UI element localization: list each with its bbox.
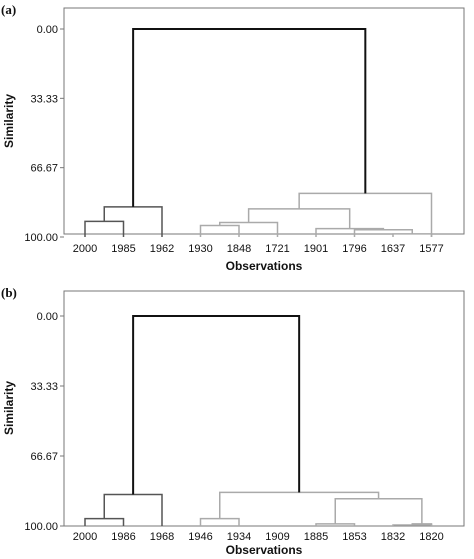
dendrogram-link	[392, 233, 433, 237]
leaf-label: 1637	[381, 243, 405, 255]
panel-b-frame	[63, 290, 465, 527]
y-tick-label: 33.33	[30, 381, 58, 393]
leaf-label: 1985	[111, 243, 135, 255]
y-tick-label: 0.00	[37, 24, 58, 36]
leaf-label: 1901	[304, 243, 328, 255]
panel-a: (a) Similarity Observations 0.00 33.33 66.…	[1, 2, 465, 273]
dendrogram-link	[132, 315, 301, 495]
leaf-label: 1853	[342, 531, 366, 543]
dendrogram-link	[199, 517, 240, 526]
dendrogram-link	[219, 221, 279, 237]
leaf-label: 1796	[342, 243, 366, 255]
dendrogram-link	[334, 497, 423, 524]
leaf-label: 1930	[188, 243, 212, 255]
dendrogram-link	[219, 491, 380, 519]
y-tick-label: 33.33	[30, 93, 58, 105]
leaf-label: 1721	[265, 243, 289, 255]
leaf-label: 1968	[150, 531, 174, 543]
leaf-label: 1909	[265, 531, 289, 543]
y-tick-label: 100.00	[24, 232, 58, 244]
leaf-label: 1885	[304, 531, 328, 543]
panel-b: (b) Similarity Observations 0.00 33.33 66.…	[1, 285, 465, 557]
dendrogram-link	[199, 224, 240, 237]
leaf-label: 2000	[73, 243, 97, 255]
leaf-label: 1848	[227, 243, 251, 255]
dendrogram-link	[103, 493, 163, 526]
panel-b-y-axis-label: Similarity	[2, 381, 16, 435]
leaf-label: 1577	[419, 243, 443, 255]
panel-b-x-axis-label: Observations	[226, 543, 303, 557]
y-tick-label: 100.00	[24, 521, 58, 533]
y-tick-label: 66.67	[30, 451, 58, 463]
leaf-label: 1820	[419, 531, 443, 543]
panel-b-label: (b)	[1, 285, 17, 300]
dendrogram-link	[84, 517, 125, 526]
y-tick-label: 66.67	[30, 163, 58, 175]
leaf-label: 1962	[150, 243, 174, 255]
dendrogram-link	[132, 28, 367, 207]
leaf-label: 1986	[111, 531, 135, 543]
dendrogram-link	[84, 220, 125, 237]
y-tick-label: 0.00	[37, 311, 58, 323]
panel-a-label: (a)	[1, 2, 16, 17]
panel-a-y-axis-label: Similarity	[2, 94, 16, 148]
dendrogram-link	[247, 208, 351, 229]
leaf-label: 1934	[227, 531, 251, 543]
leaf-label: 1946	[188, 531, 212, 543]
leaf-label: 1832	[381, 531, 405, 543]
panel-a-frame	[63, 7, 465, 235]
panel-a-x-axis-label: Observations	[226, 259, 303, 273]
leaf-label: 2000	[73, 531, 97, 543]
